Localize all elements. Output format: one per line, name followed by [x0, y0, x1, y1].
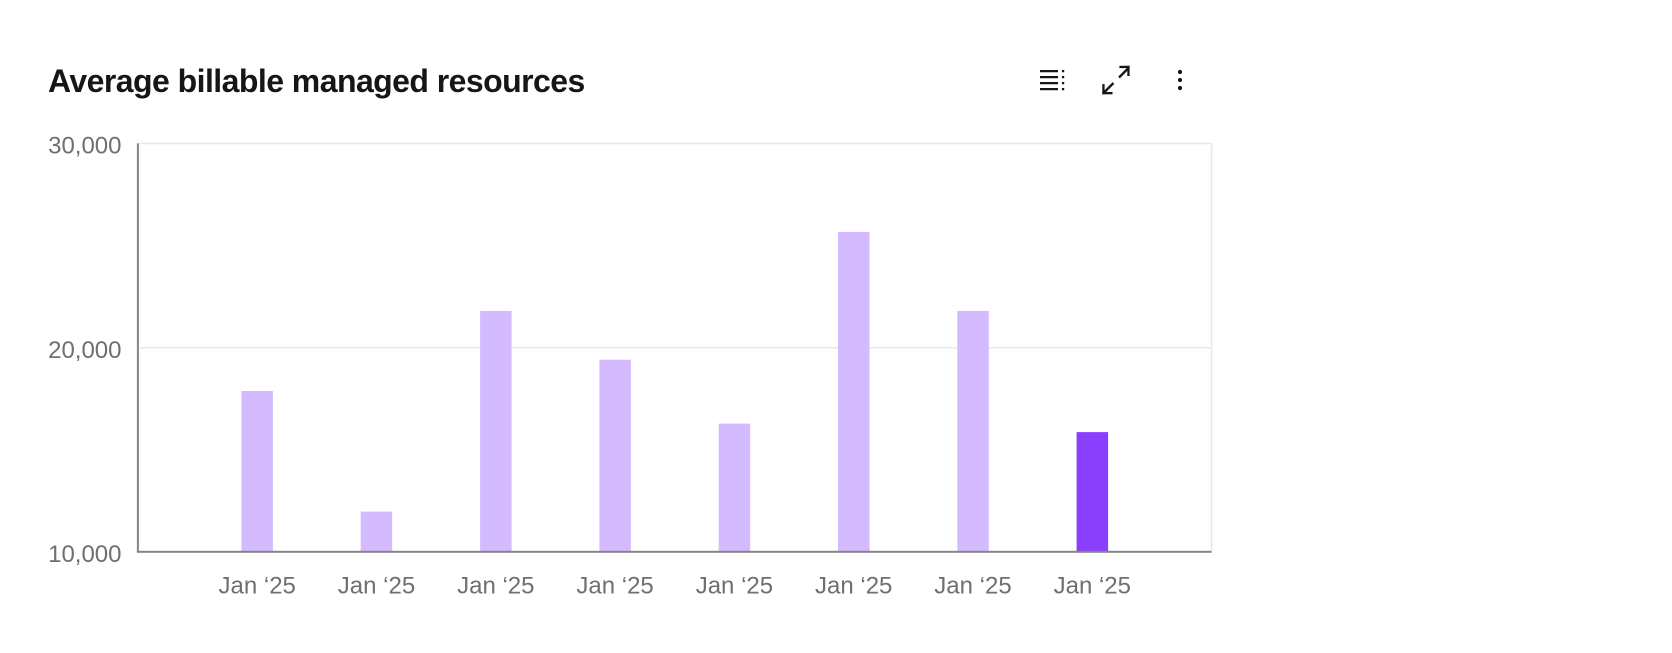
- svg-text:Average billable managed resou: Average billable managed resources: [48, 63, 585, 99]
- svg-text:Jan ‘25: Jan ‘25: [219, 573, 296, 600]
- svg-text:Jan ‘25: Jan ‘25: [576, 573, 653, 600]
- svg-text:10,000: 10,000: [48, 541, 121, 568]
- svg-text:20,000: 20,000: [48, 337, 121, 364]
- svg-text:Jan ‘25: Jan ‘25: [934, 573, 1011, 600]
- svg-text:Jan ‘25: Jan ‘25: [1054, 573, 1131, 600]
- svg-text:Jan ‘25: Jan ‘25: [815, 573, 892, 600]
- svg-text:Jan ‘25: Jan ‘25: [338, 573, 415, 600]
- svg-text:30,000: 30,000: [48, 133, 121, 160]
- svg-text:Jan ‘25: Jan ‘25: [696, 573, 773, 600]
- svg-text:Jan ‘25: Jan ‘25: [457, 573, 534, 600]
